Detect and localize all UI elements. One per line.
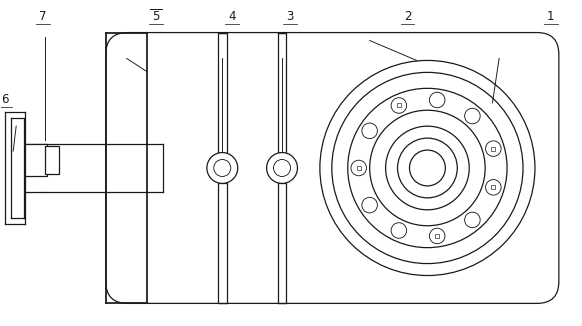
Bar: [278, 184, 286, 304]
Bar: [357, 166, 361, 170]
Text: 7: 7: [40, 9, 47, 22]
Circle shape: [485, 141, 501, 156]
Circle shape: [430, 92, 445, 108]
Circle shape: [464, 212, 480, 228]
Text: 4: 4: [229, 9, 236, 22]
Bar: [491, 147, 495, 151]
Circle shape: [391, 98, 407, 113]
Circle shape: [485, 180, 501, 195]
Bar: [397, 103, 401, 108]
Circle shape: [430, 228, 445, 244]
Circle shape: [464, 108, 480, 124]
Text: 6: 6: [2, 93, 9, 106]
Circle shape: [351, 160, 367, 176]
Circle shape: [362, 197, 377, 213]
Bar: [218, 33, 226, 153]
Text: 1: 1: [547, 9, 555, 22]
Circle shape: [362, 123, 377, 139]
Bar: [435, 234, 439, 238]
Bar: [491, 185, 495, 189]
Bar: [278, 33, 286, 153]
Circle shape: [267, 153, 297, 184]
Text: 3: 3: [286, 9, 294, 22]
Text: 2: 2: [404, 9, 411, 22]
Text: 5: 5: [152, 9, 159, 22]
Circle shape: [207, 153, 237, 184]
Bar: [45, 146, 59, 174]
Circle shape: [391, 223, 407, 238]
Bar: [218, 184, 226, 304]
Bar: [25, 144, 47, 176]
